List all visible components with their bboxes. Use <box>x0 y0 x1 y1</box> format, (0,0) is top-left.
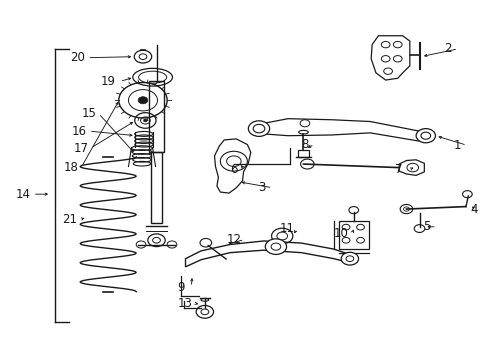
Text: 8: 8 <box>301 138 308 151</box>
Text: 4: 4 <box>469 203 477 216</box>
Circle shape <box>138 97 147 104</box>
Text: 19: 19 <box>101 75 116 88</box>
Circle shape <box>143 119 147 122</box>
Bar <box>297 150 308 157</box>
Text: 15: 15 <box>81 107 96 120</box>
Text: 18: 18 <box>64 161 79 174</box>
Bar <box>148 81 164 152</box>
Text: 16: 16 <box>72 125 86 138</box>
Circle shape <box>265 239 286 255</box>
Text: 9: 9 <box>177 280 184 293</box>
Text: 1: 1 <box>452 139 460 152</box>
Text: 21: 21 <box>62 213 77 226</box>
Text: 17: 17 <box>74 141 88 154</box>
Text: 20: 20 <box>70 51 85 64</box>
Text: 2: 2 <box>443 42 450 55</box>
Circle shape <box>341 252 358 265</box>
Text: 11: 11 <box>279 222 294 235</box>
Bar <box>338 221 368 249</box>
Text: 10: 10 <box>333 228 348 240</box>
Circle shape <box>248 121 269 136</box>
Text: 6: 6 <box>230 163 237 176</box>
Text: 13: 13 <box>178 297 193 310</box>
Text: 12: 12 <box>226 233 241 246</box>
Bar <box>150 152 162 222</box>
Circle shape <box>415 129 435 143</box>
Text: 3: 3 <box>257 181 264 194</box>
Text: 7: 7 <box>395 163 402 176</box>
Text: 5: 5 <box>423 220 430 233</box>
Text: 14: 14 <box>16 188 31 201</box>
